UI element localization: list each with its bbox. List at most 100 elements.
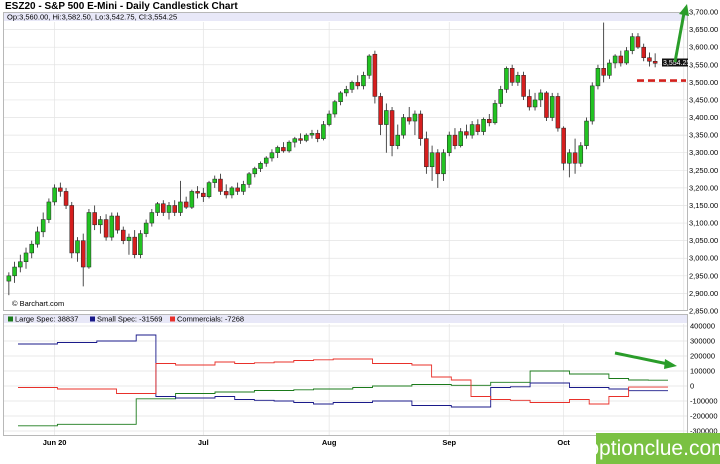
candle xyxy=(401,114,406,139)
candle-body xyxy=(143,222,149,234)
candle-body xyxy=(218,178,223,192)
candle-body xyxy=(201,192,206,197)
candle-body xyxy=(395,134,401,146)
candle-body xyxy=(29,243,34,254)
watermark: optionclue.com xyxy=(587,433,720,464)
candle-body xyxy=(567,152,572,164)
cot-legend-bar xyxy=(4,315,687,323)
candle xyxy=(424,131,429,174)
candle xyxy=(63,187,69,209)
candle xyxy=(52,184,57,206)
x-tick: Sep xyxy=(442,438,456,447)
candle xyxy=(344,85,349,97)
candle-body xyxy=(138,233,143,255)
candle-body xyxy=(412,113,418,122)
candle-body xyxy=(292,138,298,143)
candle xyxy=(229,186,235,199)
price-y-tick: 2,950.00 xyxy=(689,271,718,280)
candle-body xyxy=(178,201,183,213)
candle-body xyxy=(401,117,406,136)
candle xyxy=(458,128,463,148)
candle-body xyxy=(12,266,17,277)
candle-body xyxy=(258,163,263,169)
candle xyxy=(321,121,326,141)
price-y-tick: 3,000.00 xyxy=(689,254,718,263)
candle xyxy=(138,230,143,259)
candle xyxy=(35,226,40,248)
cot-grid xyxy=(4,324,687,435)
candle-body xyxy=(458,131,463,146)
candle xyxy=(223,184,229,199)
cot-y-tick: -100000 xyxy=(690,397,718,406)
candle xyxy=(635,33,641,49)
candle xyxy=(527,89,532,111)
legend-small-spec-label: Small Spec: -31569 xyxy=(97,315,162,324)
candle xyxy=(384,103,389,153)
candle-body xyxy=(572,152,578,164)
candle-body xyxy=(515,75,521,83)
candle-body xyxy=(326,113,332,125)
cot-line-small-spec xyxy=(18,334,668,408)
candle xyxy=(624,47,629,65)
price-y-tick: 3,650.00 xyxy=(689,25,718,34)
candle-body xyxy=(298,138,303,141)
x-tick: Oct xyxy=(557,438,570,447)
candle xyxy=(464,124,469,139)
price-y-tick: 3,250.00 xyxy=(689,166,718,175)
candle-body xyxy=(509,68,515,83)
price-y-tick: 3,600.00 xyxy=(689,43,718,52)
candle-body xyxy=(132,236,137,255)
candle xyxy=(567,149,572,178)
candle-body xyxy=(487,119,492,124)
candle-body xyxy=(504,68,509,90)
candle xyxy=(652,53,658,68)
candle xyxy=(332,99,338,118)
cot-y-tick: -200000 xyxy=(690,412,718,421)
candle xyxy=(269,149,275,162)
candle xyxy=(469,121,475,139)
candle xyxy=(601,22,606,83)
candle-body xyxy=(635,36,641,48)
cot-pane xyxy=(3,314,688,436)
candle-body xyxy=(46,201,52,220)
price-y-tick: 3,150.00 xyxy=(689,201,718,210)
candle xyxy=(304,133,309,143)
candle-body xyxy=(115,215,120,231)
cot-series-lines xyxy=(18,334,668,427)
candle-body xyxy=(212,178,218,183)
candle xyxy=(18,254,23,273)
candle-body xyxy=(384,110,389,125)
candle-body xyxy=(469,124,475,136)
x-tick: Aug xyxy=(322,438,337,447)
candle-body xyxy=(527,96,532,108)
candle xyxy=(406,106,412,125)
candle xyxy=(275,145,280,158)
candle xyxy=(355,75,360,90)
candle xyxy=(143,219,149,238)
candle-body xyxy=(424,138,429,168)
candle-body xyxy=(366,55,372,76)
candle-body xyxy=(555,96,561,129)
source-label: © Barchart.com xyxy=(12,299,64,308)
candle xyxy=(630,33,635,55)
candle xyxy=(589,82,595,125)
candle xyxy=(366,54,372,79)
candle xyxy=(12,261,17,283)
candle xyxy=(538,89,544,107)
cot-y-tick: 100000 xyxy=(690,367,715,376)
candle-body xyxy=(630,36,635,51)
candle-body xyxy=(521,75,526,97)
candle-body xyxy=(195,191,200,194)
price-y-tick: 2,900.00 xyxy=(689,289,718,298)
candle-body xyxy=(235,187,240,192)
candle xyxy=(515,71,521,86)
candle xyxy=(378,92,383,136)
candle-body xyxy=(612,55,618,64)
candle-body xyxy=(475,124,481,132)
candle-body xyxy=(618,55,624,64)
last-price-box xyxy=(662,58,688,67)
candle-body xyxy=(492,103,498,124)
price-y-tick: 3,400.00 xyxy=(689,113,718,122)
candle-body xyxy=(52,187,57,203)
candle xyxy=(309,129,315,139)
